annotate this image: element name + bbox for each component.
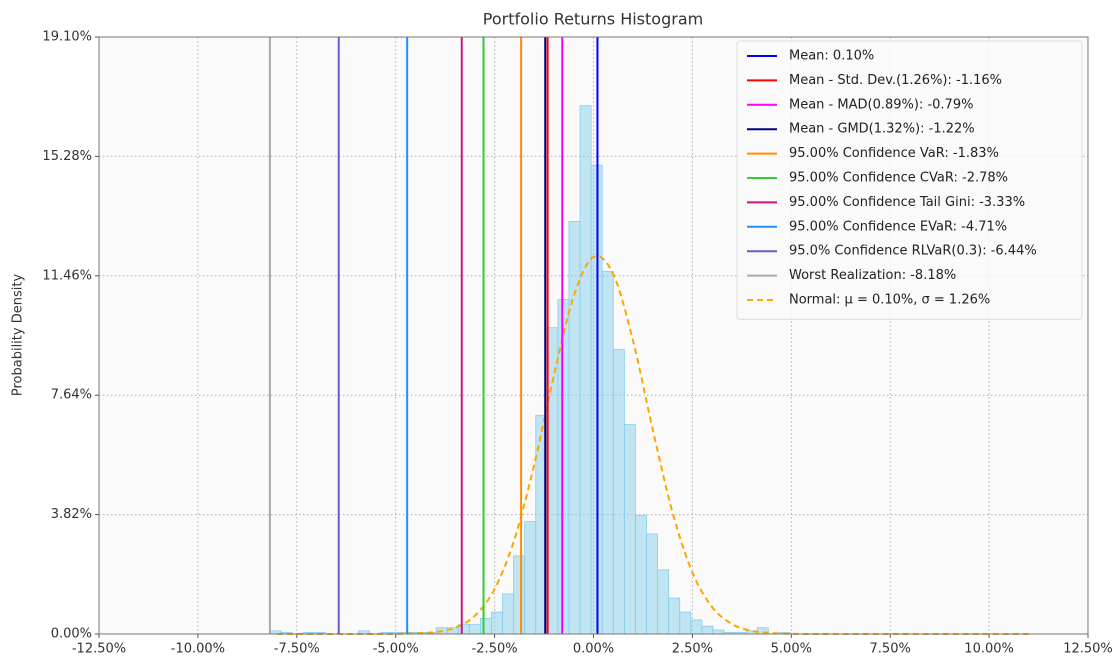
x-tick-label: -2.50% xyxy=(472,642,518,657)
x-tick-label: 7.50% xyxy=(870,642,911,657)
histogram-bar xyxy=(623,424,636,635)
legend-label: Worst Realization: -8.18% xyxy=(789,268,956,283)
x-tick-label: -5.00% xyxy=(373,642,419,657)
y-tick-label: 7.64% xyxy=(51,388,92,403)
legend-label: Mean - MAD(0.89%): -0.79% xyxy=(789,97,973,112)
legend-label: 95.00% Confidence EVaR: -4.71% xyxy=(789,219,1007,234)
y-tick-label: 11.46% xyxy=(42,268,92,283)
histogram-bar xyxy=(712,629,725,635)
normal-curve xyxy=(277,255,1029,636)
legend-label: Mean - Std. Dev.(1.26%): -1.16% xyxy=(789,73,1002,88)
histogram-bar xyxy=(446,627,459,635)
histogram-bar xyxy=(657,569,670,635)
histogram-bar xyxy=(668,597,681,635)
x-tick-label: -7.50% xyxy=(274,642,320,657)
x-tick-label: 10.00% xyxy=(964,642,1014,657)
y-tick-label: 19.10% xyxy=(42,30,92,45)
legend-label: Normal: μ = 0.10%, σ = 1.26% xyxy=(789,293,990,308)
histogram-bar xyxy=(679,611,692,635)
histogram-bar xyxy=(513,555,526,635)
legend-label: 95.00% Confidence Tail Gini: -3.33% xyxy=(789,195,1025,210)
plot-frame xyxy=(98,36,1089,635)
histogram-bar xyxy=(524,521,537,635)
y-tick-label: 15.28% xyxy=(42,149,92,164)
histogram-bar xyxy=(646,533,658,635)
x-tick-label: 2.50% xyxy=(672,642,713,657)
legend-label: 95.00% Confidence VaR: -1.83% xyxy=(789,146,999,161)
histogram-bar xyxy=(479,617,492,635)
legend-label: 95.00% Confidence CVaR: -2.78% xyxy=(789,171,1008,186)
chart-title: Portfolio Returns Histogram xyxy=(483,10,703,29)
legend-label: 95.0% Confidence RLVaR(0.3): -6.44% xyxy=(789,244,1037,259)
x-tick-label: 12.50% xyxy=(1063,642,1112,657)
histogram-bar xyxy=(701,625,714,635)
histogram-bar xyxy=(635,514,647,635)
x-tick-label: 0.00% xyxy=(573,642,614,657)
histogram-bar xyxy=(612,349,625,635)
histogram-bar xyxy=(491,611,503,635)
y-axis-label: Probability Density xyxy=(11,274,26,397)
x-tick-label: -12.50% xyxy=(72,642,126,657)
histogram-bar xyxy=(690,619,703,635)
y-tick-label: 0.00% xyxy=(51,627,92,642)
histogram-bar xyxy=(468,624,481,635)
y-tick-label: 3.82% xyxy=(51,507,92,522)
histogram-bar xyxy=(502,593,514,635)
histogram-bar xyxy=(579,105,592,635)
legend-box xyxy=(736,40,1083,320)
histogram-bar xyxy=(601,271,614,635)
x-tick-label: -10.00% xyxy=(171,642,225,657)
legend-label: Mean: 0.10% xyxy=(789,49,874,64)
x-tick-label: 5.00% xyxy=(771,642,812,657)
legend-label: Mean - GMD(1.32%): -1.22% xyxy=(789,122,975,137)
